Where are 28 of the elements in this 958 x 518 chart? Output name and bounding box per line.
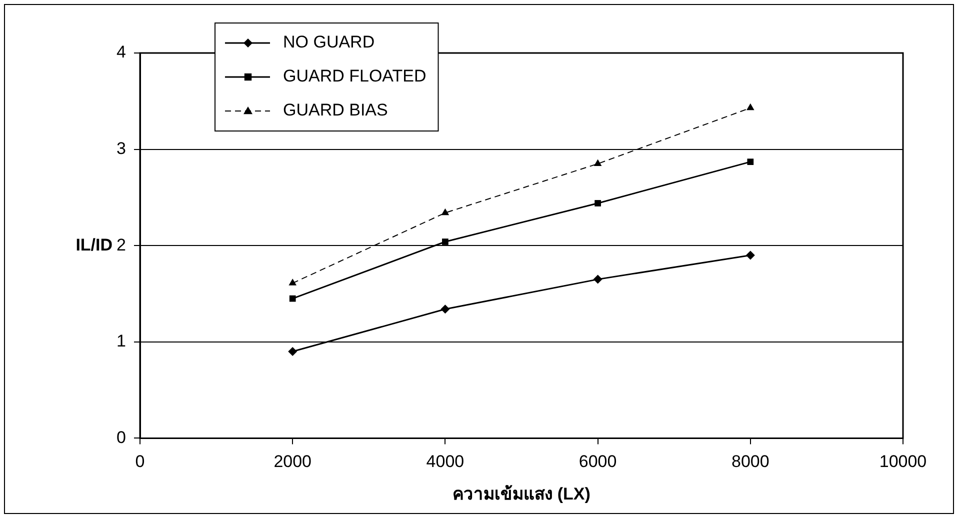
point <box>746 250 755 260</box>
point <box>747 158 754 165</box>
point <box>288 278 296 286</box>
point <box>594 200 601 206</box>
x-tick-label: 6000 <box>578 452 617 472</box>
x-axis-title: ความเข้มแสง (LX) <box>452 484 590 504</box>
point <box>440 304 450 314</box>
y-tick-label: 0 <box>116 428 126 447</box>
legend-label: NO GUARD <box>283 32 375 52</box>
x-tick-label: 8000 <box>731 452 770 472</box>
point <box>442 238 448 245</box>
point <box>289 295 296 302</box>
x-tick-label: 10000 <box>879 452 927 472</box>
point <box>441 208 450 216</box>
x-tick-label: 0 <box>135 452 145 472</box>
point <box>593 274 602 284</box>
point <box>746 103 754 110</box>
x-tick-label: 2000 <box>274 452 312 472</box>
point <box>594 159 602 166</box>
point <box>288 347 298 356</box>
legend-label: GUARD FLOATED <box>283 66 426 86</box>
y-tick-label: 1 <box>116 332 126 351</box>
y-tick-label: 4 <box>116 42 126 62</box>
y-tick-label: 2 <box>116 235 126 254</box>
legend-label: GUARD BIAS <box>283 100 388 120</box>
y-tick-label: 3 <box>116 138 126 158</box>
y-axis-title: IL/ID <box>76 235 113 254</box>
x-tick-label: 4000 <box>426 452 464 472</box>
